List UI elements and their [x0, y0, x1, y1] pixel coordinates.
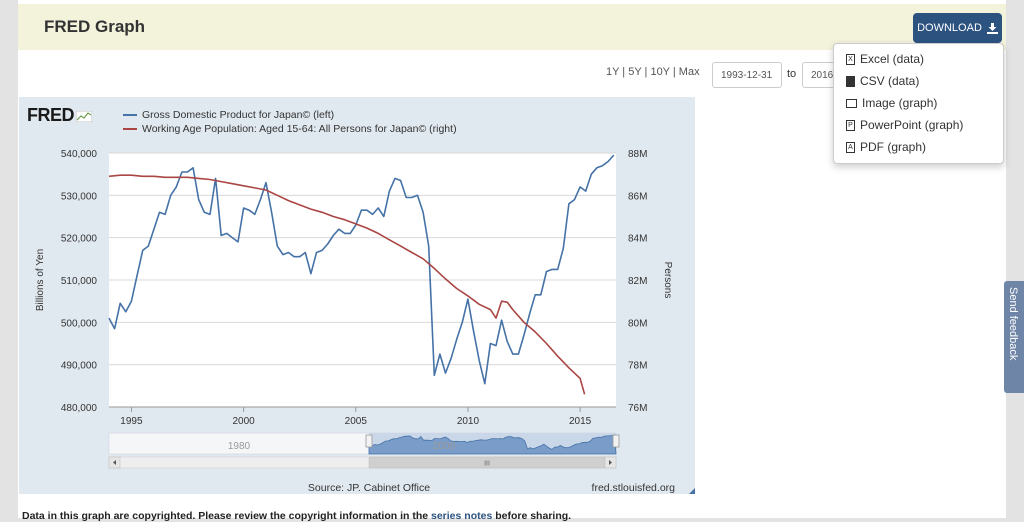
menu-item-pdf[interactable]: A PDF (graph)	[846, 140, 926, 154]
left-tick-label: 510,000	[61, 276, 98, 287]
download-menu: X Excel (data) CSV (data) Image (graph) P…	[833, 43, 1004, 164]
scrollbar-grip: III	[484, 461, 490, 468]
scroll-left-arrow-icon	[113, 460, 116, 465]
legend-item-gdp: Gross Domestic Product for Japan© (left)	[123, 109, 334, 121]
line-chart: 480,000 490,000 500,000 510,000 520,000 530,0…	[35, 149, 695, 494]
header-bar: FRED Graph DOWNLOAD	[18, 4, 1006, 50]
right-tick-label: 84M	[628, 234, 647, 245]
fred-logo-chart-icon	[76, 110, 92, 122]
x-tick-label: 2010	[457, 416, 480, 427]
x-tick-label: 2005	[345, 416, 368, 427]
navigator-handle-left	[365, 434, 373, 448]
series-notes-link[interactable]: series notes	[431, 510, 493, 522]
population-series-line	[108, 174, 586, 395]
download-label: DOWNLOAD	[917, 22, 982, 34]
right-tick-label: 82M	[628, 276, 647, 287]
navigator-handle-right	[612, 434, 620, 448]
left-tick-label: 480,000	[61, 403, 98, 414]
scroll-right-arrow-icon	[609, 460, 612, 465]
right-axis-title: Persons	[662, 262, 673, 299]
csv-file-icon	[846, 75, 855, 87]
right-tick-label: 86M	[628, 191, 647, 202]
x-tick-label: 2000	[232, 416, 255, 427]
menu-item-image[interactable]: Image (graph)	[846, 96, 937, 110]
image-icon	[846, 98, 857, 108]
left-tick-label: 520,000	[61, 234, 98, 245]
legend-swatch-population	[123, 128, 137, 130]
send-feedback-tab[interactable]: Send feedback	[1004, 281, 1024, 393]
right-tick-label: 78M	[628, 361, 647, 372]
navigator-series-area	[368, 434, 617, 455]
site-label: fred.stlouisfed.org	[592, 482, 676, 494]
fred-logo: FRED	[27, 105, 92, 126]
source-label: Source: JP. Cabinet Office	[308, 482, 430, 494]
excel-file-icon: X	[846, 53, 855, 65]
start-date-input[interactable]: 1993-12-31	[712, 62, 782, 88]
page-title: FRED Graph	[44, 17, 146, 36]
right-tick-label: 76M	[628, 403, 647, 414]
powerpoint-file-icon: P	[846, 119, 855, 131]
navigator-label: 2000	[433, 441, 456, 452]
left-tick-label: 490,000	[61, 361, 98, 372]
left-axis-title: Billions of Yen	[35, 249, 46, 311]
right-tick-label: 80M	[628, 318, 647, 329]
menu-item-csv[interactable]: CSV (data)	[846, 74, 919, 88]
gdp-series-line	[108, 154, 615, 385]
range-selector[interactable]: 1Y | 5Y | 10Y | Max	[606, 66, 700, 78]
resize-handle-icon	[689, 488, 695, 494]
pdf-file-icon: A	[846, 141, 855, 153]
menu-item-powerpoint[interactable]: P PowerPoint (graph)	[846, 118, 963, 132]
x-tick-label: 1995	[120, 416, 143, 427]
left-tick-label: 500,000	[61, 318, 98, 329]
graph-area: FRED Gross Domestic Product for Japan© (…	[19, 97, 695, 494]
download-icon	[986, 22, 998, 34]
download-button[interactable]: DOWNLOAD	[913, 13, 1002, 43]
to-label: to	[787, 68, 797, 80]
menu-item-excel[interactable]: X Excel (data)	[846, 52, 924, 66]
x-tick-label: 2015	[569, 416, 592, 427]
right-tick-label: 88M	[628, 149, 647, 160]
copyright-note: Data in this graph are copyrighted. Plea…	[22, 510, 572, 522]
legend-swatch-gdp	[123, 114, 137, 116]
left-tick-label: 540,000	[61, 149, 98, 160]
navigator-label: 1980	[228, 441, 251, 452]
legend-item-population: Working Age Population: Aged 15-64: All …	[123, 123, 457, 135]
left-tick-label: 530,000	[61, 191, 98, 202]
